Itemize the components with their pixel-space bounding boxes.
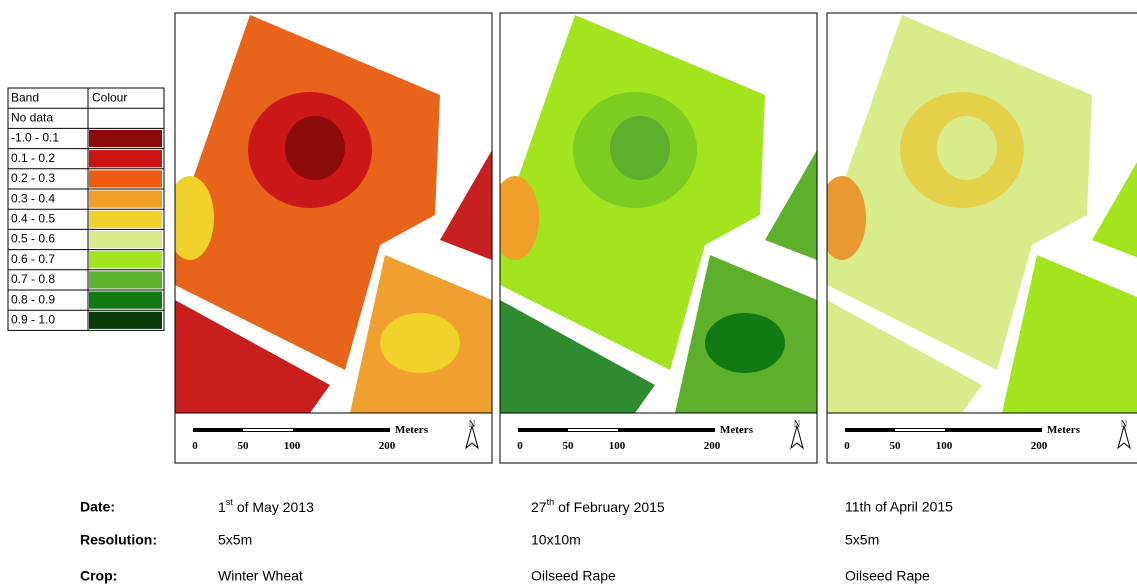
legend-band: -1.0 - 0.1	[11, 131, 59, 145]
scale-label: 50	[238, 440, 250, 452]
legend-swatch	[89, 210, 162, 228]
field-map	[491, 15, 817, 413]
north-arrow	[790, 424, 804, 450]
scale-bar-white	[568, 429, 618, 431]
scale-label: 50	[563, 440, 575, 452]
resolution-value: 10x10m	[531, 532, 581, 548]
north-label: N	[469, 419, 476, 429]
info-label: Crop:	[80, 568, 117, 584]
date-rest: of February 2015	[558, 499, 665, 515]
scale-label: 100	[609, 440, 626, 452]
date-value: 11th of April 2015	[845, 499, 953, 515]
legend-swatch	[89, 251, 162, 269]
panel-frame	[174, 12, 493, 464]
field-map	[166, 15, 492, 413]
info-label: Resolution:	[80, 532, 157, 548]
scale-unit: Meters	[395, 424, 429, 436]
crop-value: Oilseed Rape	[845, 568, 930, 584]
crop-value: Oilseed Rape	[531, 568, 616, 584]
scale-label: 200	[704, 440, 721, 452]
scale-label: 100	[936, 440, 953, 452]
scale-label: 100	[284, 440, 301, 452]
legend-band: 0.4 - 0.5	[11, 211, 55, 225]
legend-header: Colour	[92, 90, 127, 104]
legend-swatch	[89, 170, 162, 188]
date-value: 27th of February 2015	[531, 497, 665, 514]
map-panel: 0 50 100 200 Meters N	[166, 12, 493, 464]
legend-swatch	[89, 230, 162, 249]
scale-bar-white	[243, 429, 293, 431]
map-image	[491, 15, 817, 413]
panel-frame	[499, 12, 818, 464]
info-label: Date:	[80, 499, 115, 515]
legend-band: 0.2 - 0.3	[11, 171, 55, 185]
legend-swatch	[89, 311, 162, 329]
resolution-value: 5x5m	[218, 532, 252, 548]
date-day: 27	[531, 499, 547, 515]
legend-band: 0.3 - 0.4	[11, 191, 55, 205]
map-panel: 0 50 100 200 Meters N	[491, 12, 818, 464]
scale-label: 200	[379, 440, 396, 452]
scale-unit: Meters	[1047, 424, 1081, 436]
map-image	[166, 15, 492, 413]
date-rest: of May 2013	[237, 499, 314, 515]
legend: Band Colour No data -1.0 - 0.1 0.1 - 0.2 0.2 …	[7, 87, 165, 331]
legend-swatch	[89, 271, 162, 289]
north-arrow	[1117, 424, 1131, 450]
legend-band: 0.1 - 0.2	[11, 151, 55, 165]
legend-swatch	[89, 129, 162, 148]
date-suffix: st	[226, 497, 234, 507]
north-label: N	[794, 419, 801, 429]
legend-swatch	[89, 150, 162, 168]
legend-swatch	[89, 109, 162, 127]
legend-swatch	[89, 291, 162, 309]
scale-label: 50	[890, 440, 902, 452]
map-image	[818, 15, 1137, 413]
legend-band: 0.8 - 0.9	[11, 292, 55, 306]
legend-header: Band	[11, 90, 39, 104]
panel-frame	[826, 12, 1137, 464]
scale-unit: Meters	[720, 424, 754, 436]
legend-band: No data	[11, 110, 53, 124]
resolution-value: 5x5m	[845, 532, 879, 548]
date-suffix: th	[547, 497, 555, 507]
scale-label: 200	[1031, 440, 1048, 452]
scale-bar-white	[895, 429, 945, 431]
north-arrow	[465, 424, 479, 450]
legend-band: 0.5 - 0.6	[11, 232, 55, 246]
north-label: N	[1121, 419, 1128, 429]
crop-value: Winter Wheat	[218, 568, 303, 584]
scale-label: 0	[517, 440, 523, 452]
field-map	[818, 15, 1137, 413]
legend-swatch	[89, 190, 162, 208]
legend-band: 0.7 - 0.8	[11, 272, 55, 286]
legend-band: 0.6 - 0.7	[11, 252, 55, 266]
legend-band: 0.9 - 1.0	[11, 312, 55, 326]
map-panel: 0 50 100 200 Meters N	[818, 12, 1137, 464]
date-day: 1	[218, 499, 226, 515]
scale-label: 0	[844, 440, 850, 452]
scale-label: 0	[192, 440, 198, 452]
date-value: 1st of May 2013	[218, 497, 314, 514]
